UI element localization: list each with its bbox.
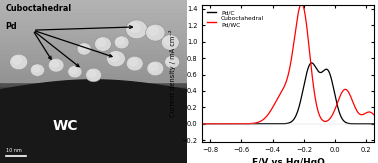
Cuboctahedral
Pd/WC (350, 100, 355, 102)
Pd/C (230, 123, 234, 125)
Bar (0, 7, 187, 12)
Cuboctahedral
Pd/WC (266, 113, 270, 115)
Line: Pd/C: Pd/C (202, 63, 374, 124)
Bar (0, 117, 187, 122)
Bar (0, 76, 187, 82)
Text: Pd: Pd (6, 22, 17, 31)
Cuboctahedral
Pd/WC (220, 123, 224, 125)
Circle shape (149, 63, 158, 71)
Circle shape (51, 60, 59, 67)
Bar (0, 39, 187, 45)
Bar (0, 145, 187, 151)
Cuboctahedral
Pd/WC (230, 123, 234, 125)
Bar (0, 0, 187, 4)
Bar (0, 43, 187, 49)
Text: Cuboctahedral: Cuboctahedral (6, 4, 72, 13)
Bar (0, 68, 187, 73)
Legend: Pd/C, Cuboctahedral
Pd/WC: Pd/C, Cuboctahedral Pd/WC (205, 8, 266, 30)
Bar (0, 96, 187, 102)
Text: 10 nm: 10 nm (6, 148, 22, 153)
Pd/C (200, 123, 204, 125)
Bar (0, 108, 187, 114)
Circle shape (107, 51, 125, 67)
Circle shape (12, 56, 22, 64)
Bar (0, 104, 187, 110)
Pd/C (310, 62, 314, 64)
Bar (0, 35, 187, 41)
Circle shape (167, 57, 174, 64)
Bar (0, 149, 187, 155)
Bar (0, 112, 187, 118)
Circle shape (10, 54, 28, 70)
Pd/C (266, 123, 270, 125)
Bar (0, 133, 187, 139)
Circle shape (86, 68, 101, 82)
Circle shape (165, 55, 180, 68)
Bar (0, 157, 187, 163)
Circle shape (146, 24, 165, 41)
Circle shape (88, 70, 96, 77)
Pd/C (350, 123, 355, 125)
Polygon shape (0, 80, 187, 163)
Bar (0, 88, 187, 94)
Circle shape (68, 66, 82, 78)
Bar (0, 72, 187, 77)
Bar (0, 137, 187, 143)
Cuboctahedral
Pd/WC (372, 114, 376, 116)
Bar (0, 19, 187, 24)
Circle shape (116, 38, 124, 44)
Bar (0, 153, 187, 159)
Bar (0, 141, 187, 147)
Cuboctahedral
Pd/WC (200, 123, 204, 125)
Circle shape (129, 58, 137, 66)
Bar (0, 11, 187, 16)
Bar (0, 31, 187, 37)
Circle shape (161, 35, 179, 50)
Circle shape (33, 66, 40, 72)
X-axis label: E/V vs Hg/HgO: E/V vs Hg/HgO (252, 158, 325, 163)
Y-axis label: Current density / mA cm⁻²: Current density / mA cm⁻² (169, 30, 176, 117)
Bar (0, 59, 187, 65)
Bar (0, 27, 187, 33)
Circle shape (97, 39, 105, 46)
Bar (0, 23, 187, 29)
Bar (0, 47, 187, 53)
Circle shape (126, 56, 143, 71)
Circle shape (30, 64, 45, 76)
Bar (0, 92, 187, 98)
Bar (0, 15, 187, 20)
Line: Cuboctahedral
Pd/WC: Cuboctahedral Pd/WC (202, 4, 374, 124)
Bar (0, 100, 187, 106)
Bar (0, 121, 187, 126)
Circle shape (70, 67, 77, 74)
Circle shape (77, 43, 91, 55)
Bar (0, 2, 187, 8)
Circle shape (79, 44, 86, 51)
Circle shape (126, 20, 147, 39)
Pd/C (220, 123, 224, 125)
Cuboctahedral
Pd/WC (273, 101, 278, 103)
Cuboctahedral
Pd/WC (369, 111, 373, 113)
Circle shape (48, 58, 64, 72)
Pd/C (369, 123, 373, 125)
Circle shape (164, 37, 173, 45)
Bar (0, 51, 187, 57)
Pd/C (273, 123, 278, 125)
Cuboctahedral
Pd/WC (299, 3, 304, 5)
Pd/C (372, 123, 376, 125)
Bar (0, 64, 187, 69)
Circle shape (94, 37, 112, 51)
Circle shape (147, 61, 164, 76)
Bar (0, 84, 187, 90)
Bar (0, 80, 187, 86)
Circle shape (110, 53, 119, 61)
Text: WC: WC (53, 119, 78, 133)
Circle shape (114, 36, 129, 49)
Circle shape (149, 27, 158, 35)
Circle shape (129, 23, 140, 32)
Bar (0, 55, 187, 61)
Bar (0, 125, 187, 130)
Bar (0, 129, 187, 134)
